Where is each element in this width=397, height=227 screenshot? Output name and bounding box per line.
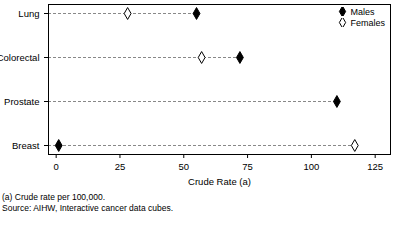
svg-text:Lung: Lung bbox=[18, 8, 39, 19]
html-text:Males: Males bbox=[350, 6, 375, 17]
html-text:Source: AIHW, Interactive canc: Source: AIHW, Interactive cancer data cu… bbox=[2, 203, 173, 213]
html-text:Females: Females bbox=[350, 17, 385, 28]
svg-text:Crude Rate (a): Crude Rate (a) bbox=[188, 176, 251, 187]
svg-text:100: 100 bbox=[303, 161, 319, 172]
svg-text:50: 50 bbox=[178, 161, 189, 172]
svg-text:Colorectal: Colorectal bbox=[0, 52, 40, 63]
html-text:(a) Crude rate per 100,000.: (a) Crude rate per 100,000. bbox=[2, 192, 105, 202]
svg-text:Breast: Breast bbox=[12, 140, 40, 151]
svg-text:0: 0 bbox=[54, 161, 59, 172]
svg-text:25: 25 bbox=[115, 161, 126, 172]
svg-text:75: 75 bbox=[242, 161, 253, 172]
svg-text:Prostate: Prostate bbox=[4, 96, 39, 107]
svg-text:125: 125 bbox=[367, 161, 383, 172]
